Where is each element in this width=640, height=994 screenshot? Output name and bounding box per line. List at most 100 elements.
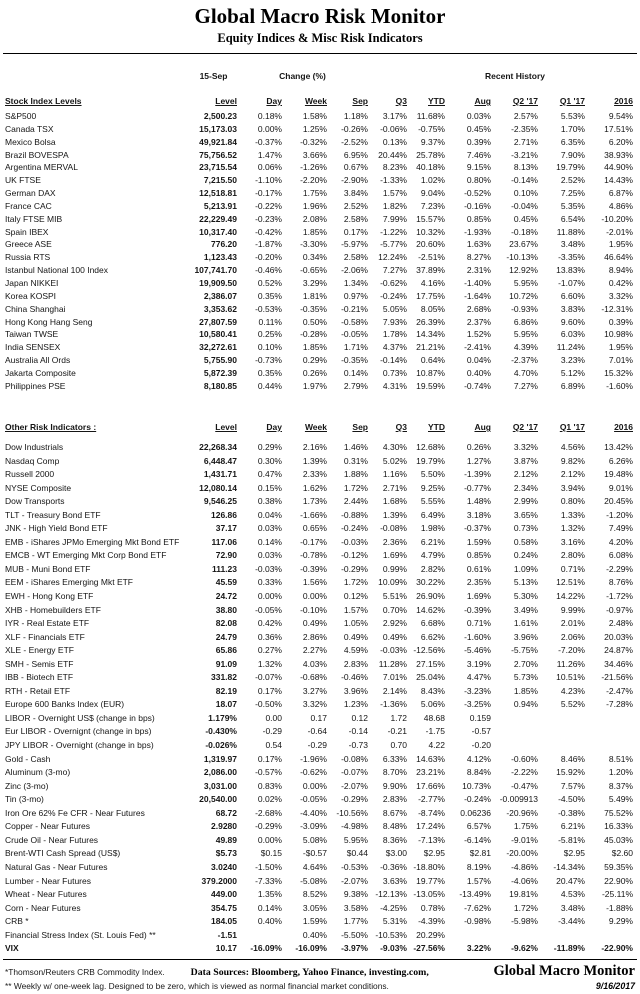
change-value: 0.47% xyxy=(257,469,282,480)
change-value: 12.92% xyxy=(509,265,538,276)
change-value: 0.44% xyxy=(257,380,282,391)
change-value: 0.12 xyxy=(351,712,368,723)
change-value: 0.29% xyxy=(302,355,327,366)
change-value: -10.13% xyxy=(506,252,538,263)
change-value: 1.39% xyxy=(382,509,407,520)
change-value: 0.13% xyxy=(382,136,407,147)
change-value: 2.48% xyxy=(608,618,633,629)
change-value: -0.17% xyxy=(300,536,327,547)
change-value: 2.70% xyxy=(513,658,538,669)
change-value: 1.59% xyxy=(302,916,327,927)
change-value: 9.04% xyxy=(420,188,445,199)
change-value: -18.80% xyxy=(413,861,445,872)
change-value xyxy=(538,739,585,753)
change-value: -9.03% xyxy=(380,943,407,954)
level-value: 354.75 xyxy=(211,902,237,913)
column-header: Level xyxy=(215,422,237,432)
table-row: German DAX 12,518.81 -0.17% 1.75% 3.84% 1.57%… xyxy=(5,187,633,200)
change-value: 7.23% xyxy=(420,200,445,211)
row-label: XLE - Energy ETF xyxy=(5,645,74,656)
change-value: 8.48% xyxy=(382,821,407,832)
change-value: 1.81% xyxy=(302,290,327,301)
table-row: Russia RTS 1,123.43 -0.20% 0.34% 2.58% 12.24%… xyxy=(5,251,633,264)
change-value: 0.58% xyxy=(513,536,538,547)
change-value: 3.32% xyxy=(608,290,633,301)
change-value: 2.80% xyxy=(560,550,585,561)
level-value: 72.90 xyxy=(215,550,237,561)
change-value: 19.48% xyxy=(604,469,633,480)
table-row: Korea KOSPI 2,386.07 0.35% 1.81% 0.97% -0.24%… xyxy=(5,290,633,303)
change-value: 3.27% xyxy=(302,685,327,696)
column-header: Day xyxy=(266,422,282,432)
change-value: -5.46% xyxy=(464,645,491,656)
change-value: 5.12% xyxy=(560,367,585,378)
table-row: Europe 600 Banks Index (EUR) 18.07 -0.50% 3… xyxy=(5,698,633,712)
change-value: 5.95% xyxy=(513,277,538,288)
change-value: 3.22% xyxy=(466,943,491,954)
change-value: -0.57% xyxy=(255,767,282,778)
change-value: 0.17% xyxy=(257,685,282,696)
change-value: 1.57% xyxy=(343,604,368,615)
change-value: 0.78% xyxy=(420,902,445,913)
change-value: 30.22% xyxy=(416,577,445,588)
change-value: 0.29% xyxy=(257,442,282,452)
change-value: 59.35% xyxy=(604,861,633,872)
change-value: 1.98% xyxy=(420,523,445,534)
change-value: 8.76% xyxy=(608,577,633,588)
change-value: 0.26% xyxy=(466,442,491,452)
change-value: 4.03% xyxy=(302,658,327,669)
level-value: -0.430% xyxy=(205,726,237,737)
row-label: Russell 2000 xyxy=(5,469,55,480)
change-value: 0.15% xyxy=(257,482,282,493)
table-row: Canada TSX 15,173.03 0.00% 1.25% -0.26% -0.06… xyxy=(5,123,633,136)
change-value: 0.71% xyxy=(560,563,585,574)
change-value: 4.53% xyxy=(560,889,585,900)
change-value: -4.40% xyxy=(300,807,327,818)
change-value: 3.19% xyxy=(466,658,491,669)
change-value: 8.70% xyxy=(382,767,407,778)
change-value: 12.24% xyxy=(378,252,407,263)
change-value: 2.12% xyxy=(560,469,585,480)
row-label: Spain IBEX xyxy=(5,226,49,237)
brand-name: Global Macro Monitor xyxy=(493,963,636,979)
change-value: 0.61% xyxy=(466,563,491,574)
change-value: -0.24% xyxy=(464,794,491,805)
change-value: 5.51% xyxy=(382,591,407,602)
change-value: 3.32% xyxy=(513,442,538,452)
change-value: 0.10% xyxy=(513,188,538,199)
change-value: 13.42% xyxy=(604,442,633,452)
change-value: 4.39% xyxy=(513,342,538,353)
change-value: $2.95 xyxy=(563,848,585,859)
table-row: S&P500 2,500.23 0.18% 1.58% 1.18% 3.17% 11.68%… xyxy=(5,110,633,123)
change-value: -0.57 xyxy=(471,726,491,737)
change-value: 0.49% xyxy=(302,618,327,629)
change-value: 2.58% xyxy=(343,213,368,224)
change-value: 6.60% xyxy=(560,290,585,301)
footer: *Thomson/Reuters CRB Commodity Index. Da… xyxy=(5,963,635,991)
change-value: 0.70% xyxy=(382,604,407,615)
change-value: 3.58% xyxy=(343,902,368,913)
change-value: 3.63% xyxy=(382,875,407,886)
change-value: -0.68% xyxy=(300,672,327,683)
change-value: 4.47% xyxy=(466,672,491,683)
row-label: SMH - Semis ETF xyxy=(5,658,74,669)
row-label: S&P500 xyxy=(5,111,37,121)
change-value: 26.39% xyxy=(416,316,445,327)
change-value: 20.29% xyxy=(416,929,445,940)
change-value: 5.31% xyxy=(382,916,407,927)
row-label: Greece ASE xyxy=(5,239,52,250)
change-value: -0.29% xyxy=(255,821,282,832)
change-value: 2.82% xyxy=(420,563,445,574)
change-value: -1.40% xyxy=(464,277,491,288)
column-header: Sep xyxy=(352,422,368,432)
change-value: 4.64% xyxy=(302,861,327,872)
level-value: 10.17 xyxy=(215,943,237,954)
risk-table-body: Dow Industrials 22,268.34 0.29% 2.16% 1.46% 4… xyxy=(5,441,633,956)
change-value: 8.67% xyxy=(382,807,407,818)
column-header: Q3 xyxy=(395,96,407,106)
row-label: Crude Oil - Near Futures xyxy=(5,834,99,845)
change-value: 0.52% xyxy=(257,277,282,288)
change-value: -0.21% xyxy=(341,303,368,314)
table-row: Greece ASE 776.20 -1.87% -3.30% -5.97% -5.77%… xyxy=(5,238,633,251)
change-value: 3.16% xyxy=(560,536,585,547)
